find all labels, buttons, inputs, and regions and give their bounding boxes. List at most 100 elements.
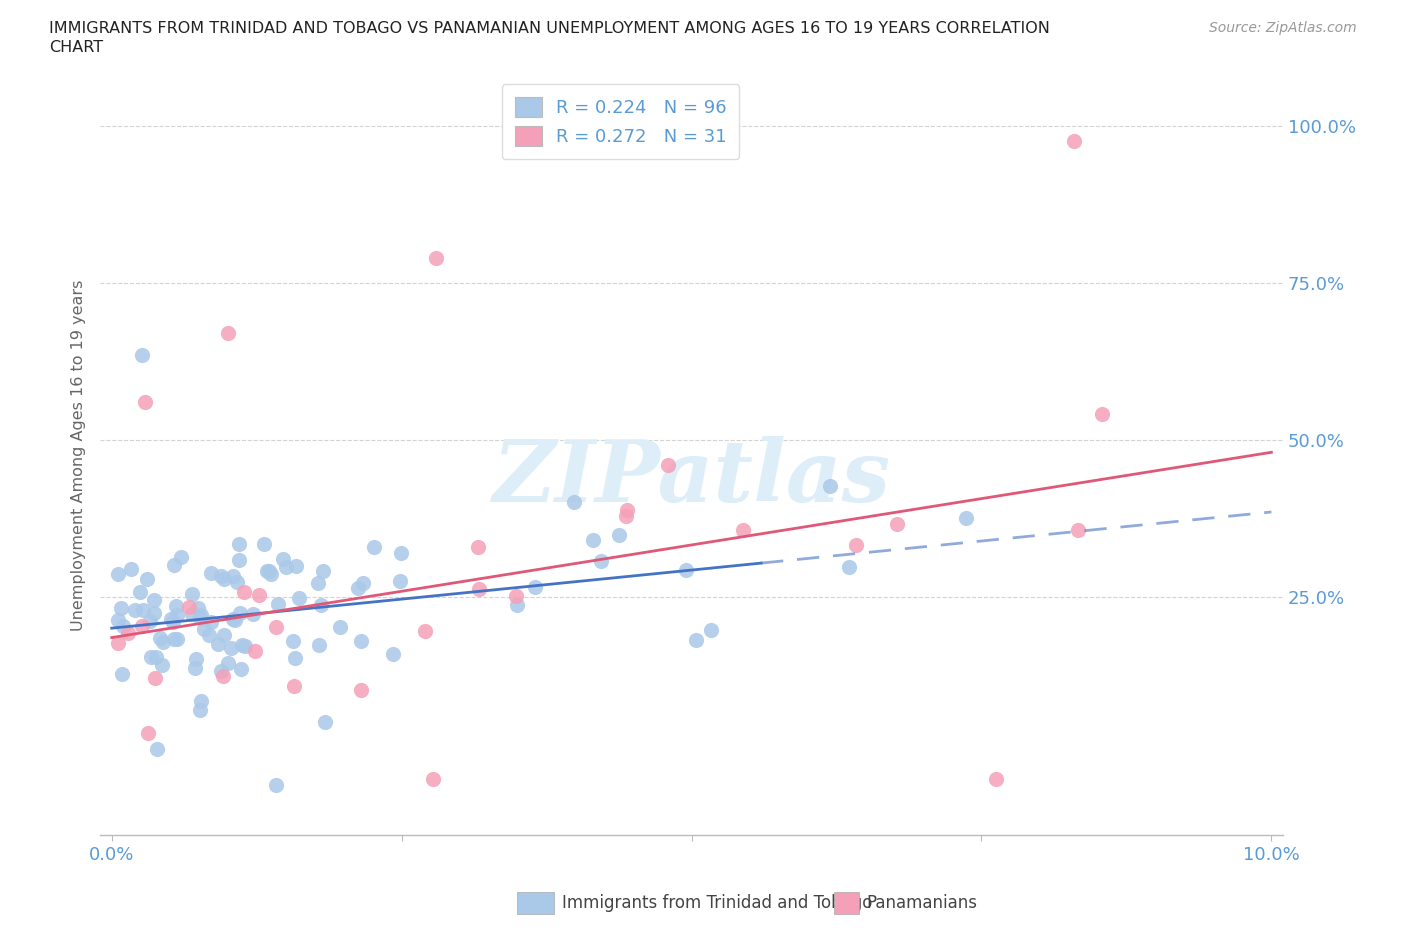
Point (381, 646, 404, 661)
Point (134, 394, 156, 409)
Point (675, 563, 697, 578)
Point (188, 611, 211, 626)
Point (838, 560, 860, 575)
Point (1067, 523, 1090, 538)
Point (180, 587, 202, 602)
Point (312, 564, 335, 578)
Point (139, 650, 162, 665)
Point (264, 777, 287, 792)
Point (264, 619, 287, 634)
Point (363, 539, 385, 554)
Point (329, 619, 352, 634)
Point (607, 528, 630, 543)
Point (229, 662, 252, 677)
Point (165, 599, 187, 614)
Point (224, 613, 246, 628)
Point (228, 552, 250, 567)
Point (217, 656, 239, 671)
Point (193, 622, 215, 637)
Point (818, 478, 841, 493)
Point (145, 649, 167, 664)
Point (184, 652, 207, 667)
Point (142, 592, 165, 607)
Point (253, 537, 276, 551)
Point (143, 605, 166, 620)
Point (589, 553, 612, 568)
Point (413, 623, 436, 638)
Point (467, 582, 489, 597)
Point (110, 601, 132, 616)
Point (190, 607, 212, 622)
Point (233, 639, 256, 654)
Point (107, 635, 129, 650)
Point (242, 606, 264, 621)
Point (243, 644, 266, 658)
Text: Panamanians: Panamanians (866, 894, 977, 912)
Point (217, 326, 239, 340)
Point (231, 638, 253, 653)
Point (163, 557, 186, 572)
Point (150, 658, 173, 672)
Point (266, 596, 288, 611)
Point (350, 683, 373, 698)
Point (143, 671, 166, 685)
Point (180, 606, 202, 621)
Point (616, 502, 638, 517)
Point (166, 631, 188, 646)
Point (129, 585, 152, 600)
Point (233, 585, 256, 600)
Point (135, 572, 157, 587)
Point (283, 678, 305, 693)
Point (212, 627, 235, 642)
Point (222, 568, 245, 583)
Point (111, 667, 134, 682)
Point (288, 591, 311, 605)
Point (117, 625, 139, 640)
Point (311, 597, 333, 612)
Point (198, 627, 221, 642)
Point (207, 636, 229, 651)
Point (229, 605, 252, 620)
Text: ZIPatlas: ZIPatlas (492, 436, 890, 520)
Point (389, 546, 412, 561)
Y-axis label: Unemployment Among Ages 16 to 19 years: Unemployment Among Ages 16 to 19 years (72, 280, 86, 631)
Point (131, 348, 153, 363)
Point (505, 589, 527, 604)
Point (136, 725, 159, 740)
Point (187, 600, 209, 615)
Point (314, 715, 336, 730)
Point (467, 539, 489, 554)
Point (281, 633, 304, 648)
Point (284, 558, 307, 573)
Point (188, 703, 211, 718)
Point (190, 694, 212, 709)
Point (256, 564, 278, 578)
Point (347, 581, 370, 596)
Point (226, 574, 249, 589)
Point (200, 565, 222, 580)
Text: Immigrants from Trinidad and Tobago: Immigrants from Trinidad and Tobago (562, 894, 873, 912)
Point (733, 523, 755, 538)
Text: CHART: CHART (49, 40, 103, 55)
Point (139, 613, 162, 628)
Point (422, 772, 444, 787)
Point (616, 508, 638, 523)
Point (274, 559, 297, 574)
Point (506, 598, 529, 613)
Point (209, 569, 232, 584)
Point (523, 580, 546, 595)
Point (107, 566, 129, 581)
Point (247, 587, 270, 602)
Point (131, 618, 153, 633)
Point (212, 571, 235, 586)
Point (152, 634, 174, 649)
Point (700, 623, 723, 638)
Point (350, 633, 373, 648)
Point (120, 561, 142, 576)
Point (228, 537, 250, 551)
Point (184, 660, 207, 675)
Point (170, 550, 193, 565)
Point (308, 638, 330, 653)
Point (200, 615, 222, 630)
Point (352, 575, 374, 590)
